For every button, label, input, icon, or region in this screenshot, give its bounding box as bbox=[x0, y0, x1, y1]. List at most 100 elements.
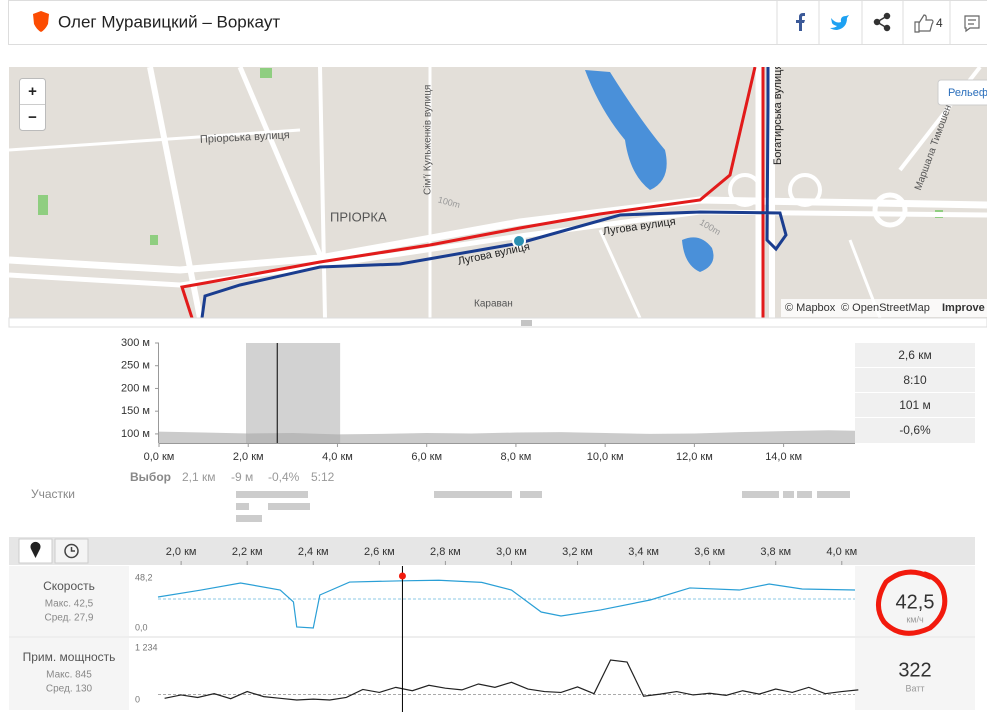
layer-button[interactable] bbox=[937, 79, 987, 106]
x-tick-label: 14,0 км bbox=[765, 451, 802, 463]
selection-label: Выбор bbox=[130, 470, 171, 484]
speed-label-area bbox=[9, 566, 129, 636]
elevation-stats bbox=[855, 343, 975, 443]
x-tick-label: 2,4 км bbox=[298, 546, 329, 558]
zoom-in[interactable]: + bbox=[28, 83, 37, 100]
activity-title: Олег Муравицкий – Воркаут bbox=[58, 12, 280, 31]
x-tick-label: 3,0 км bbox=[496, 546, 527, 558]
attribution[interactable]: © Mapbox bbox=[785, 302, 836, 314]
attribution-bg bbox=[781, 299, 987, 317]
x-tick-label: 3,8 км bbox=[760, 546, 791, 558]
map-label: Караван bbox=[474, 299, 513, 310]
speed-max: Макс. 42,5 bbox=[45, 599, 94, 610]
zoom-out[interactable]: − bbox=[28, 109, 37, 126]
y-tick-label: 0,0 bbox=[135, 622, 148, 632]
y-tick-label: 300 м bbox=[121, 337, 150, 349]
stat: 8:10 bbox=[903, 373, 927, 387]
map-label: Пріорська вулиця bbox=[200, 129, 290, 146]
park bbox=[260, 68, 272, 78]
x-tick-label: 3,2 км bbox=[562, 546, 593, 558]
x-tick-label: 3,6 км bbox=[694, 546, 725, 558]
time-mode-button[interactable] bbox=[54, 538, 89, 564]
twitter-button[interactable] bbox=[830, 15, 849, 30]
annotation-circle bbox=[876, 569, 948, 636]
elevation-profile bbox=[159, 430, 855, 443]
x-tick-label: 2,2 км bbox=[232, 546, 263, 558]
x-tick-label: 10,0 км bbox=[587, 451, 624, 463]
kudos-button[interactable] bbox=[914, 14, 934, 33]
power-current: 322 bbox=[898, 659, 931, 681]
x-tick-label: 4,0 км bbox=[826, 546, 857, 558]
clock-icon bbox=[64, 543, 79, 559]
x-tick-label: 2,8 км bbox=[430, 546, 461, 558]
attribution[interactable]: © OpenStreetMap bbox=[841, 302, 930, 314]
power-max: Макс. 845 bbox=[46, 670, 92, 681]
shield-icon bbox=[33, 11, 49, 32]
position-marker bbox=[512, 234, 526, 248]
map-label: Сім'ї Кульженків вулиця bbox=[423, 85, 434, 195]
x-tick-label: 2,0 км bbox=[166, 546, 197, 558]
speed-current: 42,5 bbox=[896, 591, 935, 613]
speed-line bbox=[157, 579, 856, 629]
map-label: Богатирська вулиця bbox=[772, 64, 784, 165]
kudos-count: 4 bbox=[936, 16, 943, 30]
map-label: ПРІОРКА bbox=[330, 209, 387, 224]
park bbox=[150, 235, 158, 245]
x-tick-label: 4,0 км bbox=[322, 451, 353, 463]
y-tick-label: 48,2 bbox=[135, 572, 153, 582]
x-tick-label: 6,0 км bbox=[411, 451, 442, 463]
park bbox=[38, 195, 48, 215]
x-tick-label: 2,6 км bbox=[364, 546, 395, 558]
y-tick-label: 1 234 bbox=[135, 642, 158, 652]
comment-button[interactable] bbox=[964, 15, 980, 33]
route-red bbox=[180, 67, 765, 318]
route-blue bbox=[200, 67, 788, 318]
x-tick-label: 12,0 км bbox=[676, 451, 713, 463]
y-tick-label: 150 м bbox=[121, 405, 150, 417]
map-resizer[interactable] bbox=[8, 317, 987, 328]
header-separators bbox=[776, 0, 951, 44]
y-tick-label: 250 м bbox=[121, 360, 150, 372]
selection-value: 2,1 км bbox=[182, 470, 216, 484]
selection-value: -9 м bbox=[231, 470, 253, 484]
x-tick-label: 8,0 км bbox=[501, 451, 532, 463]
map: Пріорська вулиця ПРІОРКА Сім'ї Кульженкі… bbox=[9, 64, 987, 318]
y-tick-label: 0 bbox=[135, 694, 140, 704]
x-tick-label: 0,0 км bbox=[144, 451, 175, 463]
stat: -0,6% bbox=[899, 423, 931, 437]
speed-avg: Сред. 27,9 bbox=[45, 613, 94, 624]
share-button[interactable] bbox=[873, 12, 891, 32]
speed-name: Скорость bbox=[43, 579, 95, 593]
segments-label: Участки bbox=[31, 487, 75, 501]
selection-range bbox=[246, 343, 341, 443]
stat: 2,6 км bbox=[898, 348, 932, 362]
stream-toolbar bbox=[9, 537, 975, 565]
layer-button-label: Рельеф bbox=[948, 87, 987, 99]
power-name: Прим. мощность bbox=[23, 650, 116, 664]
power-avg: Сред. 130 bbox=[46, 684, 93, 695]
roads bbox=[9, 67, 987, 318]
y-tick-label: 200 м bbox=[121, 382, 150, 394]
clock-hands bbox=[70, 547, 75, 552]
speed-unit: км/ч bbox=[906, 614, 924, 624]
y-tick-label: 100 м bbox=[121, 428, 150, 440]
x-tick-label: 2,0 км bbox=[233, 451, 264, 463]
attribution[interactable]: Improve bbox=[942, 302, 985, 314]
grip bbox=[521, 320, 532, 326]
stat: 101 м bbox=[899, 398, 931, 412]
lake bbox=[682, 237, 714, 272]
selection-value: 5:12 bbox=[311, 470, 335, 484]
segment-bars[interactable] bbox=[236, 491, 850, 522]
cursor-dot bbox=[398, 572, 406, 580]
header-bar bbox=[8, 0, 987, 45]
facebook-button[interactable] bbox=[796, 13, 805, 31]
power-label-area bbox=[9, 638, 129, 710]
power-readout bbox=[855, 638, 975, 710]
power-unit: Ватт bbox=[905, 683, 924, 693]
power-line bbox=[164, 659, 859, 701]
speed-readout bbox=[855, 566, 975, 636]
lake bbox=[585, 70, 667, 190]
selection-value: -0,4% bbox=[268, 470, 300, 484]
